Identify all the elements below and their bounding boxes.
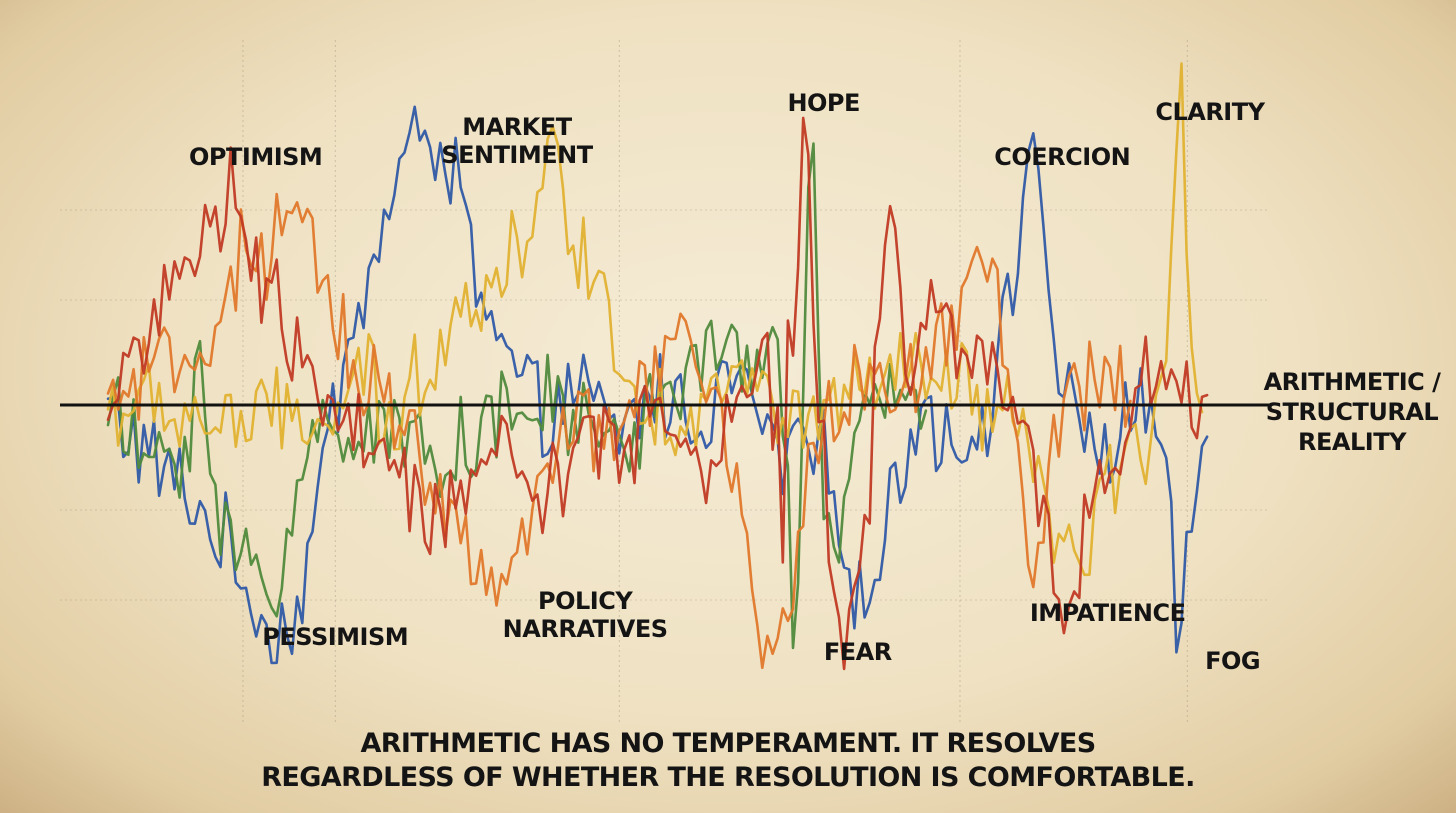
series-line [106,62,1204,577]
annotation-policy-narratives: POLICY NARRATIVES [503,587,668,643]
annotation-line: FOG [1205,647,1260,675]
caption: ARITHMETIC HAS NO TEMPERAMENT. IT RESOLV… [261,728,1195,793]
series-line [106,192,1132,670]
annotation-line: POLICY [538,587,633,615]
caption-line: ARITHMETIC HAS NO TEMPERAMENT. IT RESOLV… [360,728,1095,759]
annotation-layer: OPTIMISM MARKET SENTIMENT HOPE COERCION CLARI… [189,89,1266,675]
caption-line: REGARDLESS OF WHETHER THE RESOLUTION IS … [261,762,1195,793]
baseline-label-text: ARITHMETIC / STRUCTURAL REALITY [1264,368,1441,456]
annotation-line: OPTIMISM [189,143,322,171]
annotation-impatience: IMPATIENCE [1030,599,1186,627]
annotation-line: MARKET [462,113,572,141]
series-line [106,116,1209,671]
series-line [106,142,928,650]
baseline-label-line: REALITY [1298,428,1407,456]
annotation-line: COERCION [994,143,1130,171]
baseline-label: ARITHMETIC / STRUCTURAL REALITY [1264,368,1442,456]
annotation-coercion: COERCION [994,143,1130,171]
annotation-fog: FOG [1205,647,1260,675]
annotation-line: NARRATIVES [503,615,668,643]
annotation-line: FEAR [824,638,892,666]
annotation-fear: FEAR [824,638,892,666]
annotation-line: PESSIMISM [262,623,408,651]
series-layer [106,62,1209,671]
series-line [106,105,1209,665]
annotation-hope: HOPE [787,89,859,117]
baseline-label-line: STRUCTURAL [1266,398,1439,426]
annotation-line: CLARITY [1155,98,1265,126]
annotation-line: HOPE [787,89,859,117]
grid-layer [60,40,1270,725]
annotation-market-sentiment: MARKET SENTIMENT [441,113,593,169]
annotation-clarity: CLARITY [1155,98,1265,126]
baseline-label-line: ARITHMETIC / [1264,368,1441,396]
annotation-line: SENTIMENT [441,141,593,169]
annotation-optimism: OPTIMISM [189,143,322,171]
annotation-line: IMPATIENCE [1030,599,1186,627]
annotation-pessimism: PESSIMISM [262,623,408,651]
